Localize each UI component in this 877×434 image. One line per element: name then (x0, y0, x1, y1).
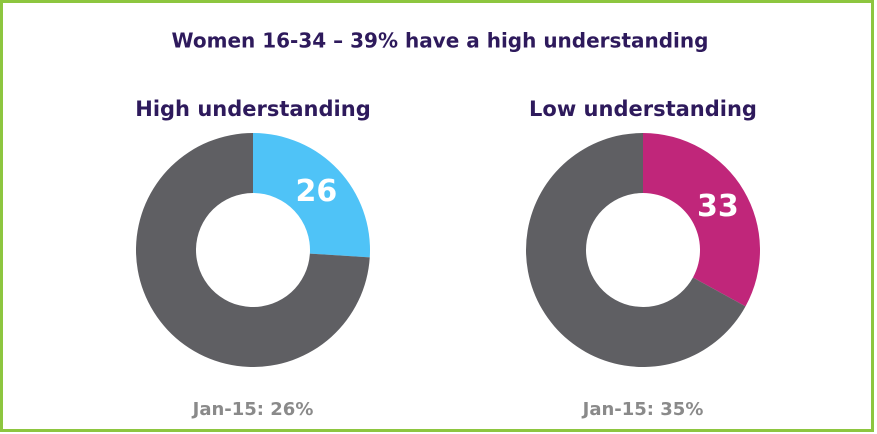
chart-title: High understanding (135, 97, 370, 121)
chart-title: Low understanding (529, 97, 757, 121)
data-label: 26 (296, 174, 338, 209)
donut-segment (253, 133, 370, 258)
page-title: Women 16-34 – 39% have a high understand… (172, 29, 709, 53)
chart-note: Jan-15: 35% (581, 399, 704, 420)
data-label: 33 (697, 189, 739, 224)
donut-segment (525, 133, 746, 368)
chart-note: Jan-15: 26% (191, 399, 314, 420)
donut-segment (643, 133, 760, 307)
donut-segment (136, 133, 370, 368)
